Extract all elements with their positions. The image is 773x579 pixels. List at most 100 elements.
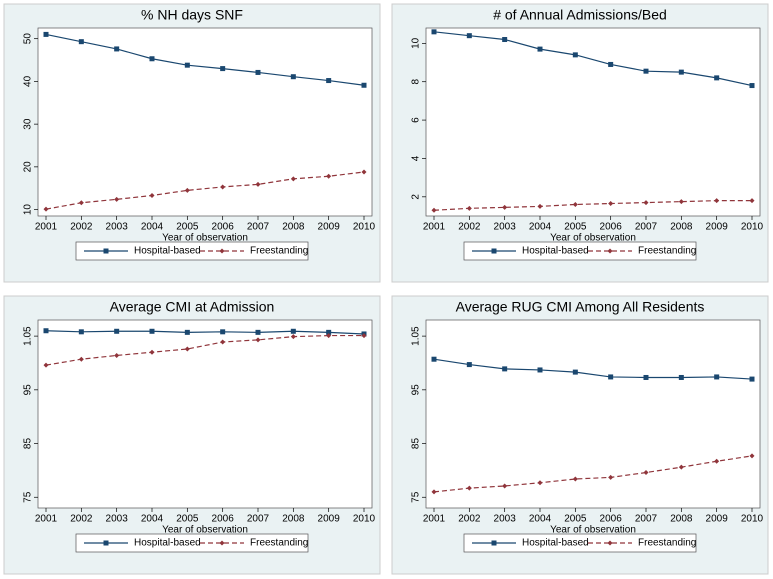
marker — [184, 346, 190, 352]
plot-area — [425, 319, 761, 509]
marker — [290, 334, 296, 340]
chart-panel: # of Annual Admissions/Bed 2 4 6 8 10 2001 2002… — [391, 3, 769, 283]
legend — [463, 533, 697, 553]
marker — [643, 470, 649, 476]
marker — [149, 192, 155, 198]
y-tick-label: 4 — [411, 155, 422, 161]
y-tick-label: 1.05 — [411, 326, 422, 346]
marker — [326, 173, 332, 179]
plot-area — [425, 27, 761, 217]
marker — [678, 464, 684, 470]
marker — [220, 184, 226, 190]
legend-label: Freestanding — [638, 538, 696, 549]
plot-area — [37, 319, 373, 509]
x-tick-label: 2006 — [212, 222, 235, 233]
marker — [149, 349, 155, 355]
marker — [608, 474, 614, 480]
marker — [608, 374, 614, 380]
marker — [290, 74, 296, 80]
marker — [608, 61, 614, 67]
marker — [326, 329, 332, 335]
x-tick-label: 2005 — [564, 514, 587, 525]
marker — [78, 39, 84, 45]
legend — [75, 533, 309, 553]
marker — [431, 356, 437, 362]
x-tick-label: 2008 — [282, 222, 305, 233]
y-tick-label: 10 — [23, 204, 34, 216]
marker — [749, 453, 755, 459]
marker — [220, 339, 226, 345]
marker — [572, 476, 578, 482]
y-tick-label: 50 — [23, 33, 34, 45]
y-tick-label: 40 — [23, 75, 34, 87]
legend-label: Hospital-based — [522, 538, 589, 549]
marker — [572, 369, 578, 375]
x-tick-label: 2003 — [494, 514, 517, 525]
series-line — [433, 455, 753, 493]
marker — [678, 69, 684, 75]
marker — [220, 329, 226, 335]
legend-marker — [103, 540, 109, 546]
y-tick-label: 95 — [23, 384, 34, 396]
marker — [78, 329, 84, 335]
legend-label: Freestanding — [250, 538, 308, 549]
marker — [361, 169, 367, 175]
marker — [537, 203, 543, 209]
x-tick-label: 2009 — [318, 514, 341, 525]
x-tick-label: 2003 — [106, 514, 129, 525]
marker — [714, 374, 720, 380]
marker — [431, 29, 437, 35]
marker — [149, 56, 155, 62]
marker — [466, 205, 472, 211]
x-axis-label: Year of observation — [550, 233, 636, 244]
marker — [114, 46, 120, 52]
marker — [361, 82, 367, 88]
legend-marker — [491, 248, 497, 254]
x-tick-label: 2008 — [282, 514, 305, 525]
legend-marker — [219, 248, 225, 254]
marker — [149, 328, 155, 334]
y-tick-label: 20 — [23, 161, 34, 173]
legend-label: Hospital-based — [522, 246, 589, 257]
marker — [678, 199, 684, 205]
y-tick-label: 75 — [411, 491, 422, 503]
x-tick-label: 2004 — [529, 514, 552, 525]
marker — [255, 329, 261, 335]
marker — [43, 362, 49, 368]
x-tick-label: 2002 — [458, 222, 481, 233]
series-line — [433, 31, 753, 87]
x-tick-label: 2001 — [423, 222, 446, 233]
x-tick-label: 2008 — [670, 514, 693, 525]
x-axis-label: Year of observation — [162, 233, 248, 244]
marker — [502, 204, 508, 210]
legend-marker — [219, 540, 225, 546]
legend-marker — [491, 540, 497, 546]
legend-marker — [607, 248, 613, 254]
series-line — [433, 200, 752, 211]
x-tick-label: 2007 — [635, 514, 658, 525]
marker — [749, 376, 755, 382]
marker — [114, 328, 120, 334]
x-tick-label: 2005 — [564, 222, 587, 233]
series-line — [433, 358, 753, 380]
x-tick-label: 2006 — [212, 514, 235, 525]
y-tick-label: 1.05 — [23, 326, 34, 346]
marker — [749, 83, 755, 89]
legend-marker — [103, 248, 109, 254]
chart-title: Average RUG CMI Among All Residents — [456, 299, 705, 315]
x-tick-label: 2004 — [529, 222, 552, 233]
marker — [466, 33, 472, 39]
marker — [220, 66, 226, 72]
x-tick-label: 2007 — [247, 514, 270, 525]
marker — [114, 352, 120, 358]
chart-title: % NH days SNF — [141, 7, 243, 23]
x-tick-label: 2002 — [70, 514, 93, 525]
x-tick-label: 2010 — [353, 222, 376, 233]
marker — [537, 367, 543, 373]
x-tick-label: 2004 — [141, 514, 164, 525]
marker — [255, 181, 261, 187]
x-tick-label: 2010 — [353, 514, 376, 525]
x-tick-label: 2005 — [176, 514, 199, 525]
marker — [326, 333, 332, 339]
